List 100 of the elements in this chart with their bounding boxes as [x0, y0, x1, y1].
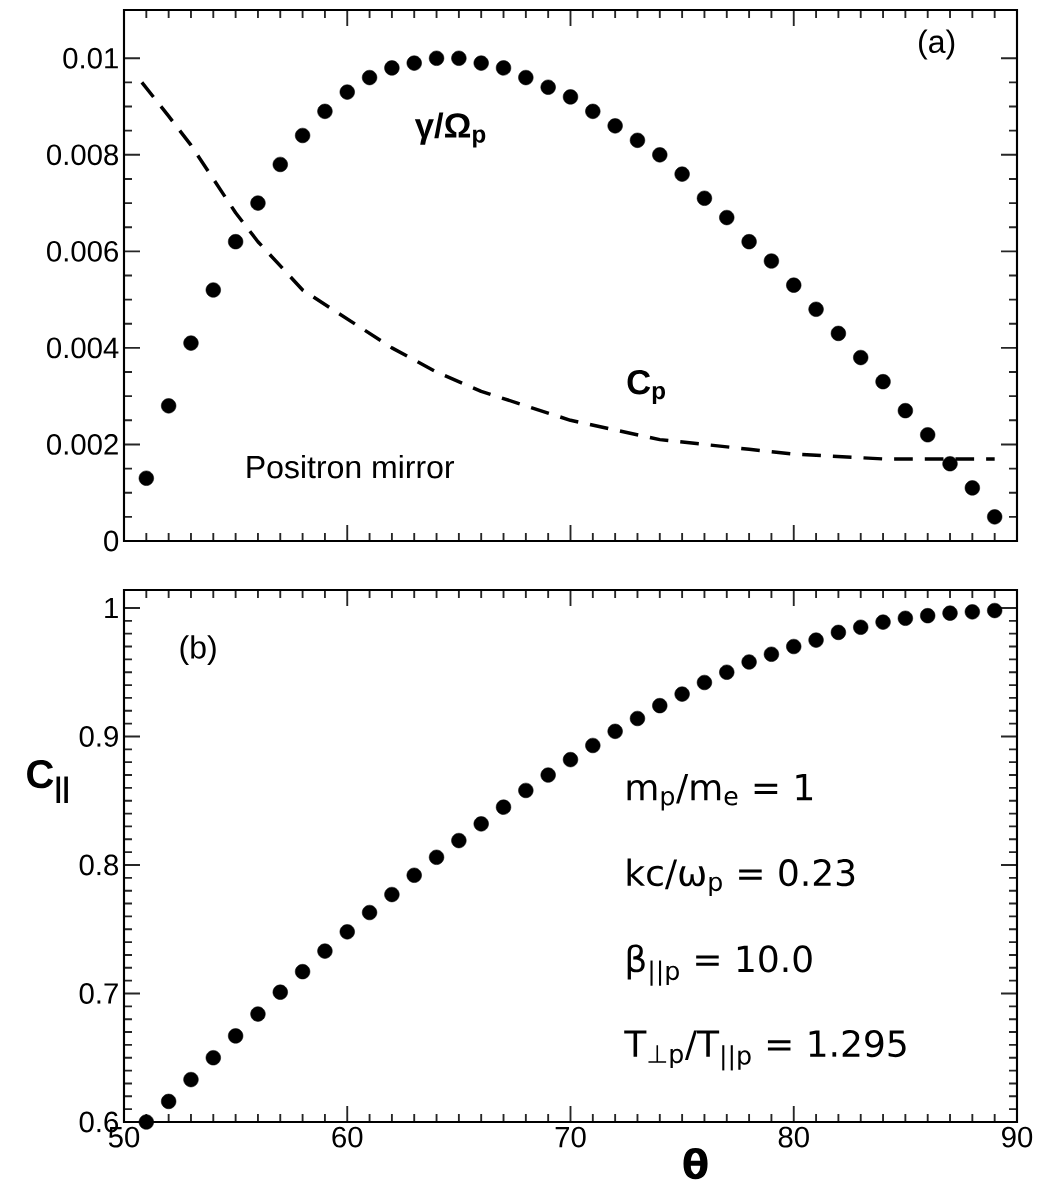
point [652, 698, 668, 714]
point [897, 403, 913, 419]
point [183, 335, 199, 351]
point [384, 886, 400, 903]
point [920, 608, 936, 624]
x-tick-label: 90 [1002, 1126, 1033, 1148]
point [250, 1006, 266, 1022]
point [607, 118, 623, 134]
point [138, 1114, 154, 1130]
y-tick-label: 0.7 [79, 983, 118, 1004]
y-tick-label: 0.8 [79, 854, 119, 876]
point [518, 782, 534, 799]
point [696, 674, 713, 691]
y-tick-label: 1 [105, 597, 118, 619]
point [317, 103, 333, 119]
point [987, 602, 1003, 619]
point [295, 127, 311, 144]
series-label: γ/Ω$_{p}$ [414, 112, 486, 148]
y-tick-label: 0.01 [63, 47, 118, 69]
point [719, 664, 735, 680]
y-tick-label: 0.004 [47, 337, 119, 359]
point [629, 132, 646, 148]
point [629, 710, 646, 727]
point [585, 103, 601, 119]
y-tick-label: 0.9 [79, 726, 118, 747]
point [361, 69, 378, 86]
point [473, 55, 489, 71]
point [495, 60, 512, 76]
point [384, 60, 400, 76]
point [607, 723, 623, 739]
point [473, 816, 489, 832]
point [853, 619, 869, 635]
point [942, 456, 958, 472]
point [451, 832, 467, 849]
point [228, 1028, 244, 1044]
point [495, 799, 512, 815]
point [719, 209, 735, 226]
point [763, 646, 780, 662]
annotation: (a) [919, 29, 955, 60]
point [763, 253, 780, 269]
point [674, 166, 690, 182]
point [428, 849, 445, 865]
point [875, 614, 891, 630]
point [964, 604, 980, 620]
annotation: (b) [180, 635, 216, 666]
annotation: β$_{||p}$ = 10.0 [627, 944, 812, 986]
point [786, 638, 802, 655]
point [361, 904, 378, 921]
point [830, 325, 846, 342]
point [786, 277, 802, 293]
point [205, 1050, 221, 1066]
point [540, 79, 556, 95]
point [585, 737, 601, 754]
x-axis-title: θ [683, 1148, 708, 1180]
annotation: kc/ω$_{p}$ = 0.23 [627, 858, 855, 897]
point [294, 964, 311, 980]
point [339, 84, 355, 100]
point [406, 867, 422, 883]
annotation: m$_{p}$/m$_{e}$ = 1 [627, 773, 813, 811]
point [741, 654, 757, 670]
annotation: Positron mirror [247, 454, 455, 479]
x-tick-label: 70 [555, 1126, 586, 1148]
y-tick-label: 0 [104, 530, 119, 552]
point [942, 605, 958, 621]
point [808, 301, 824, 317]
point [272, 984, 288, 1000]
point [161, 1093, 177, 1110]
y-tick-label: 0.002 [47, 434, 118, 455]
point [562, 89, 579, 105]
point [540, 767, 556, 783]
point [406, 55, 422, 71]
point [696, 190, 713, 206]
point [987, 509, 1003, 525]
point [272, 156, 288, 173]
series-label: C$_{p}$ [627, 369, 666, 405]
point [250, 195, 266, 211]
point [317, 943, 333, 959]
y-tick-label: 0.006 [47, 240, 118, 262]
x-tick-label: 60 [332, 1126, 363, 1148]
point [428, 50, 445, 66]
point [138, 470, 154, 486]
point [920, 427, 936, 443]
point [205, 282, 221, 298]
point [339, 924, 355, 940]
point [518, 69, 534, 86]
y-tick-label: 0.008 [47, 144, 118, 166]
point [652, 147, 668, 163]
point [741, 234, 757, 250]
point [875, 374, 891, 390]
point [228, 234, 244, 250]
x-tick-label: 80 [778, 1126, 809, 1148]
point [674, 686, 690, 702]
point [161, 398, 177, 414]
point [451, 50, 467, 66]
annotation: T$_{⊥p}$/T$_{||p}$ = 1.295 [624, 1029, 906, 1071]
point [183, 1071, 199, 1088]
point [562, 752, 579, 768]
y-axis-title: C$_{||}$ [27, 760, 68, 804]
point [853, 349, 869, 366]
point [897, 610, 913, 626]
